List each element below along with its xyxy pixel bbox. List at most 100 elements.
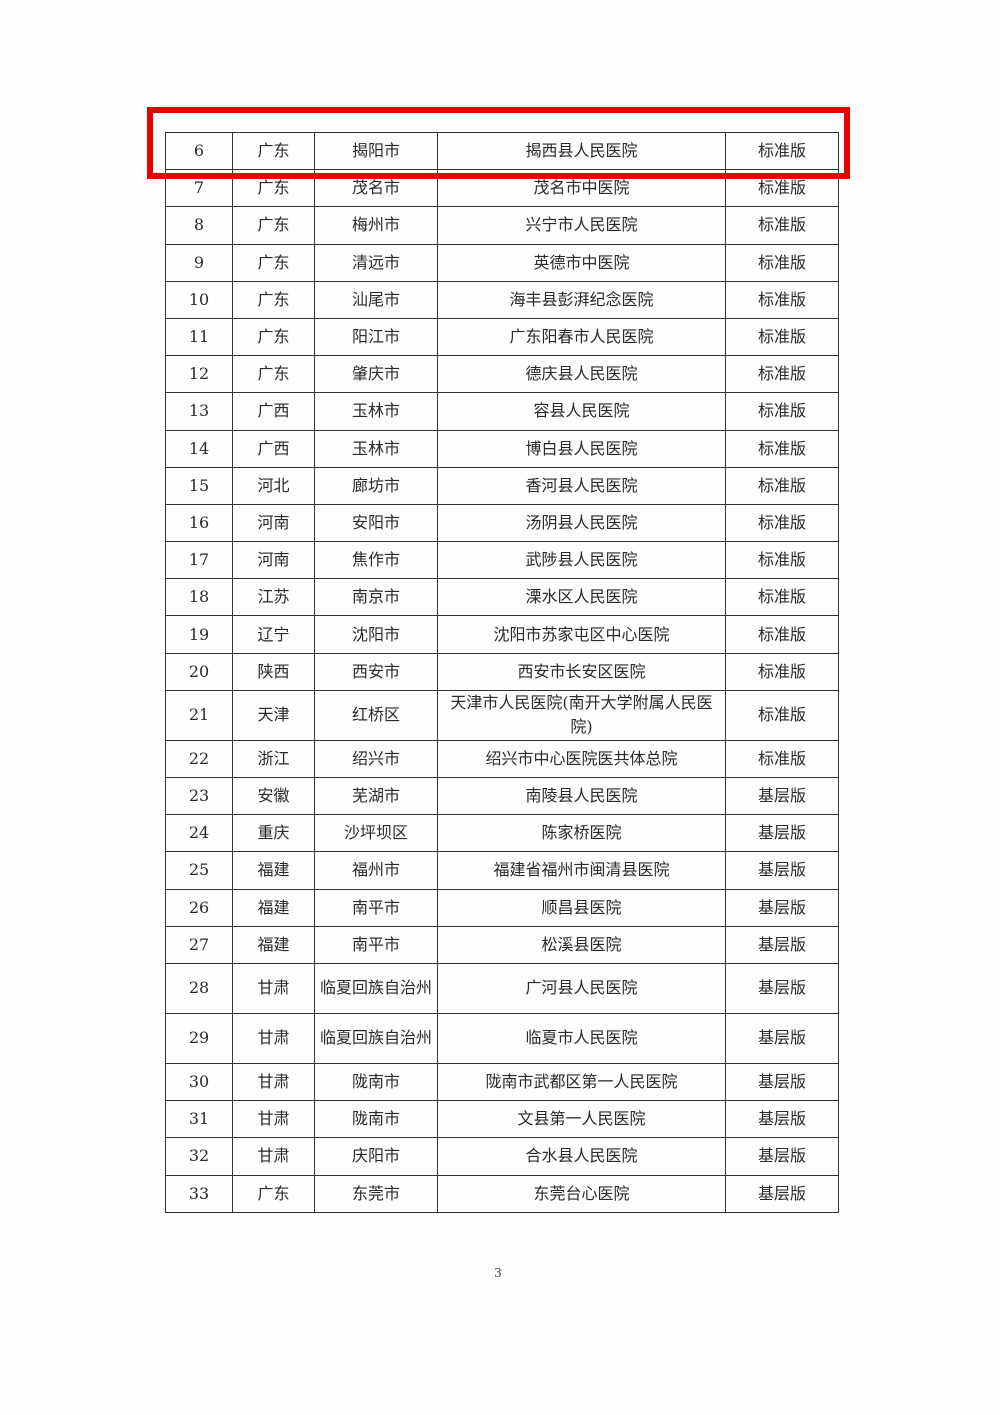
hospital-name-cell: 福建省福州市闽清县医院 [437, 851, 726, 890]
table-row: 19 辽宁 沈阳市 沈阳市苏家屯区中心医院 标准版 [165, 615, 839, 654]
row-number-cell: 17 [165, 541, 233, 580]
hospital-name-cell: 揭西县人民医院 [437, 131, 726, 171]
row-number-cell: 26 [165, 888, 233, 927]
province-cell: 广东 [232, 131, 315, 171]
table-row: 30 甘肃 陇南市 陇南市武都区第一人民医院 基层版 [165, 1062, 839, 1102]
table-row: 13 广西 玉林市 容县人民医院 标准版 [165, 392, 839, 431]
row-number-cell: 15 [165, 466, 233, 505]
hospital-name-cell: 顺昌县医院 [437, 888, 726, 927]
row-number-cell: 13 [165, 392, 233, 431]
province-cell: 广东 [232, 1174, 315, 1213]
hospital-name-cell: 德庆县人民医院 [437, 355, 726, 394]
city-cell: 玉林市 [314, 429, 438, 468]
edition-cell: 标准版 [725, 541, 839, 580]
edition-cell: 标准版 [725, 739, 839, 779]
edition-cell: 基层版 [725, 1100, 839, 1139]
hospital-name-cell: 容县人民医院 [437, 392, 726, 431]
hospital-name-cell: 南陵县人民医院 [437, 776, 726, 816]
edition-cell: 标准版 [725, 169, 839, 208]
hospital-name-cell: 西安市长安区医院 [437, 652, 726, 691]
row-number-cell: 10 [165, 280, 233, 319]
city-cell: 焦作市 [314, 541, 438, 580]
province-cell: 河南 [232, 503, 315, 543]
province-cell: 甘肃 [232, 962, 315, 1014]
city-cell: 临夏回族自治州 [314, 1012, 438, 1064]
edition-cell: 基层版 [725, 814, 839, 853]
hospital-name-cell: 兴宁市人民医院 [437, 206, 726, 245]
hospital-name-cell: 博白县人民医院 [437, 429, 726, 468]
table-row: 24 重庆 沙坪坝区 陈家桥医院 基层版 [165, 814, 839, 853]
hospital-name-cell: 东莞台心医院 [437, 1174, 726, 1213]
hospital-name-cell: 文县第一人民医院 [437, 1100, 726, 1139]
city-cell: 阳江市 [314, 317, 438, 357]
edition-cell: 基层版 [725, 776, 839, 816]
edition-cell: 标准版 [725, 429, 839, 468]
row-number-cell: 6 [165, 131, 233, 171]
hospital-name-cell: 合水县人民医院 [437, 1137, 726, 1176]
row-number-cell: 19 [165, 615, 233, 654]
row-number-cell: 12 [165, 355, 233, 394]
city-cell: 玉林市 [314, 392, 438, 431]
city-cell: 芜湖市 [314, 776, 438, 816]
edition-cell: 基层版 [725, 1062, 839, 1102]
city-cell: 绍兴市 [314, 739, 438, 779]
table-row: 15 河北 廊坊市 香河县人民医院 标准版 [165, 466, 839, 505]
province-cell: 安徽 [232, 776, 315, 816]
province-cell: 广东 [232, 243, 315, 282]
hospital-name-cell: 松溪县医院 [437, 925, 726, 964]
edition-cell: 标准版 [725, 615, 839, 654]
table-row: 31 甘肃 陇南市 文县第一人民医院 基层版 [165, 1100, 839, 1139]
row-number-cell: 21 [165, 689, 233, 741]
hospital-name-cell: 汤阴县人民医院 [437, 503, 726, 543]
province-cell: 福建 [232, 851, 315, 890]
row-number-cell: 33 [165, 1174, 233, 1213]
edition-cell: 标准版 [725, 317, 839, 357]
province-cell: 广东 [232, 206, 315, 245]
table-row: 23 安徽 芜湖市 南陵县人民医院 基层版 [165, 776, 839, 816]
edition-cell: 标准版 [725, 578, 839, 617]
province-cell: 广西 [232, 392, 315, 431]
hospital-name-cell: 溧水区人民医院 [437, 578, 726, 617]
table-row: 32 甘肃 庆阳市 合水县人民医院 基层版 [165, 1137, 839, 1176]
province-cell: 甘肃 [232, 1100, 315, 1139]
row-number-cell: 22 [165, 739, 233, 779]
province-cell: 陕西 [232, 652, 315, 691]
province-cell: 广东 [232, 355, 315, 394]
city-cell: 南平市 [314, 888, 438, 927]
row-number-cell: 16 [165, 503, 233, 543]
city-cell: 揭阳市 [314, 131, 438, 171]
row-number-cell: 11 [165, 317, 233, 357]
province-cell: 广西 [232, 429, 315, 468]
province-cell: 天津 [232, 689, 315, 741]
city-cell: 沙坪坝区 [314, 814, 438, 853]
edition-cell: 标准版 [725, 243, 839, 282]
edition-cell: 基层版 [725, 925, 839, 964]
city-cell: 福州市 [314, 851, 438, 890]
hospital-name-cell: 陈家桥医院 [437, 814, 726, 853]
edition-cell: 基层版 [725, 962, 839, 1014]
province-cell: 福建 [232, 888, 315, 927]
row-number-cell: 32 [165, 1137, 233, 1176]
edition-cell: 标准版 [725, 355, 839, 394]
table-row: 25 福建 福州市 福建省福州市闽清县医院 基层版 [165, 851, 839, 890]
city-cell: 茂名市 [314, 169, 438, 208]
hospital-name-cell: 绍兴市中心医院医共体总院 [437, 739, 726, 779]
city-cell: 南平市 [314, 925, 438, 964]
table-row: 16 河南 安阳市 汤阴县人民医院 标准版 [165, 503, 839, 543]
city-cell: 沈阳市 [314, 615, 438, 654]
hospital-name-cell: 临夏市人民医院 [437, 1012, 726, 1064]
row-number-cell: 9 [165, 243, 233, 282]
province-cell: 江苏 [232, 578, 315, 617]
edition-cell: 基层版 [725, 851, 839, 890]
row-number-cell: 20 [165, 652, 233, 691]
city-cell: 西安市 [314, 652, 438, 691]
row-number-cell: 23 [165, 776, 233, 816]
city-cell: 陇南市 [314, 1062, 438, 1102]
province-cell: 河南 [232, 541, 315, 580]
city-cell: 廊坊市 [314, 466, 438, 505]
edition-cell: 标准版 [725, 131, 839, 171]
row-number-cell: 27 [165, 925, 233, 964]
hospital-name-cell: 广河县人民医院 [437, 962, 726, 1014]
province-cell: 辽宁 [232, 615, 315, 654]
edition-cell: 基层版 [725, 1174, 839, 1213]
